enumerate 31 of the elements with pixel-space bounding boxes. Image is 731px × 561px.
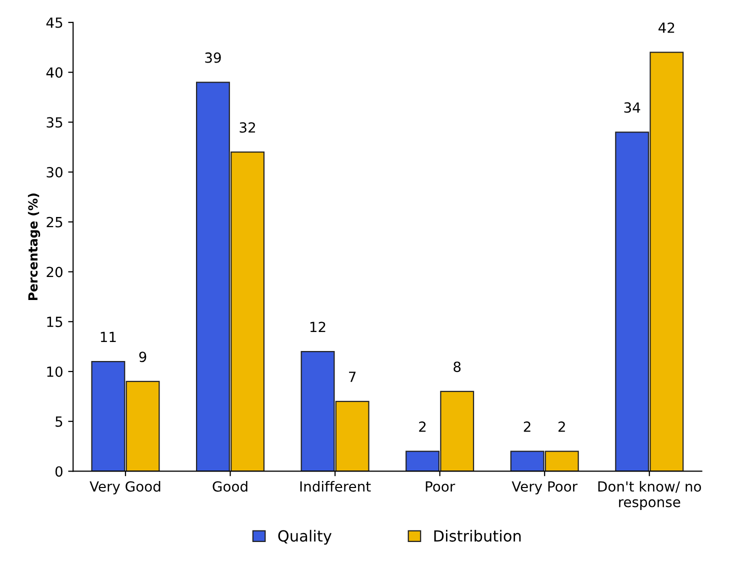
data-label: 2 <box>419 421 426 432</box>
data-label: 12 <box>310 322 326 332</box>
data-label: 2 <box>524 421 530 432</box>
y-tick-label: 25 <box>46 216 62 228</box>
y-tick-label: 20 <box>46 266 62 278</box>
data-label: 8 <box>454 362 461 372</box>
data-label: 7 <box>349 372 356 382</box>
y-tick-label: 15 <box>47 316 62 328</box>
x-tick-label: Don't know/ no response <box>598 480 701 510</box>
y-tick-label: 40 <box>46 67 62 78</box>
data-label: 32 <box>240 122 255 133</box>
data-label: 34 <box>624 102 640 113</box>
data-label: 42 <box>658 22 674 33</box>
y-tick-label: 35 <box>46 117 62 128</box>
legend-label: Quality <box>278 530 332 545</box>
x-tick-label: Very Poor <box>512 481 578 494</box>
x-tick-label: Poor <box>426 481 456 492</box>
y-axis-title: Percentage (%) <box>28 194 40 300</box>
data-label: 11 <box>100 332 116 342</box>
y-tick-label: 30 <box>46 167 62 178</box>
y-tick-label: 5 <box>56 416 62 427</box>
legend-label: Distribution <box>434 530 521 542</box>
x-tick-label: Good <box>212 480 248 492</box>
data-label: 39 <box>205 52 221 63</box>
data-label: 9 <box>139 352 146 362</box>
y-tick-label: 10 <box>47 366 62 377</box>
y-tick-label: 45 <box>46 18 62 28</box>
x-tick-label: Very Good <box>90 480 160 494</box>
x-tick-label: Indifferent <box>300 480 371 492</box>
y-tick-label: 0 <box>55 466 62 477</box>
data-label: 2 <box>558 421 565 432</box>
